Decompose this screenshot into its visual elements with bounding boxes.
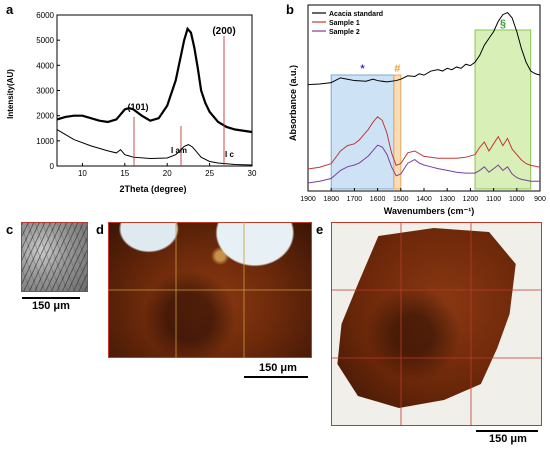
ftir-region-label-2: § [500,18,506,30]
ftir-x-tick-label: 1200 [463,196,479,203]
xrd-y-axis-label: Intensity(AU) [6,69,15,119]
xrd-y-tick-label: 0 [50,162,55,171]
ftir-x-tick-label: 1100 [486,196,501,203]
panel-letter-c: c [6,222,14,237]
xrd-y-tick-label: 2000 [36,112,54,121]
xrd-x-tick-label: 10 [78,169,87,178]
ftir-x-tick-label: 1900 [300,196,316,203]
grid-overlay-d [108,222,312,358]
xrd-label-101: (101) [127,102,148,112]
ftir-region-0 [330,74,395,190]
ftir-region-label-1: # [394,63,400,75]
ftir-x-tick-label: 1400 [416,196,432,203]
scalebar-d [244,376,308,378]
xrd-x-tick-label: 30 [248,169,257,178]
xrd-chart: 10 15 20 25 30 0 1000 2000 3000 4000 5000 6000 2The… [6,11,257,194]
micrograph-d [108,222,312,358]
xrd-x-tick-label: 20 [163,169,172,178]
micrograph-c [21,222,88,292]
ftir-region-label-0: * [360,63,365,75]
xrd-label-200: (200) [212,26,235,37]
grid-overlay-e [331,222,542,426]
ftir-x-tick-label: 900 [534,196,546,203]
panel-letter-a: a [6,2,14,17]
xrd-y-tick-label: 3000 [36,87,54,96]
xrd-label-am: I am [171,146,187,155]
xrd-x-tick-label: 15 [120,169,129,178]
xrd-series-line-1 [56,129,253,166]
xrd-x-tick-label: 25 [205,169,214,178]
scalebar-c [22,297,80,299]
ftir-legend-label-2: Sample 2 [329,29,360,36]
ftir-x-tick-label: 1500 [393,196,409,203]
ftir-x-tick-label: 1000 [509,196,525,203]
xrd-label-c: I c [225,150,234,159]
ftir-series-line-0 [307,11,541,86]
micrograph-e [331,222,542,426]
xrd-y-tick-label: 5000 [36,36,54,45]
panel-letter-d: d [96,222,104,237]
scalebar-e [476,430,538,432]
xrd-y-tick-label: 6000 [36,11,54,20]
ftir-region-1 [393,74,402,190]
panel-letter-e: e [316,222,324,237]
panel-letter-b: b [286,2,294,17]
ftir-legend-label-0: Acacia standard [329,11,383,18]
scalebar-label-d: 150 μm [259,362,297,374]
ftir-legend-label-1: Sample 1 [329,20,360,27]
ftir-x-axis-label: Wavenumbers (cm⁻¹) [384,206,474,216]
scalebar-label-c: 150 μm [32,300,70,312]
ftir-x-tick-label: 1600 [370,196,386,203]
xrd-series-line-0 [56,26,253,134]
xrd-x-axis-label: 2Theta (degree) [119,184,186,194]
xrd-y-tick-label: 1000 [36,137,54,146]
ftir-series-line-2 [307,144,540,184]
ftir-x-tick-label: 1700 [347,196,363,203]
xrd-y-tick-label: 4000 [36,61,54,70]
ftir-x-tick-label: 1300 [439,196,455,203]
ftir-region-2 [474,29,532,190]
ftir-series-line-1 [307,116,541,170]
ftir-y-axis-label: Absorbance (a.u.) [288,65,298,141]
ftir-x-tick-label: 1800 [323,196,339,203]
scalebar-label-e: 150 μm [489,433,527,445]
xrd-plot-frame [56,14,253,167]
ftir-chart: * # § 1900 1800 1700 1600 1500 1400 1300 1200 1100… [288,4,546,216]
